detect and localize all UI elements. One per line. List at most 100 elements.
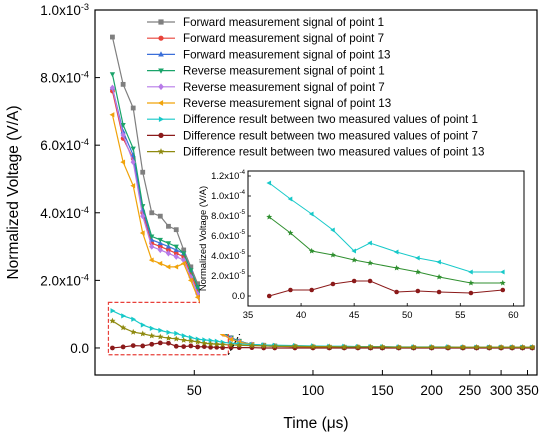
data-point [139,330,146,337]
y-axis-title: Normalized Voltage (V/A) [5,105,22,279]
data-point [120,344,126,350]
data-point [130,158,136,166]
inset-data-point [309,287,314,293]
data-point [130,328,137,335]
data-point [157,213,163,219]
data-point [208,344,214,350]
data-point [149,234,155,240]
data-point [187,337,194,344]
inset-y-tick-label: 6.0x10-5 [211,229,245,241]
data-point [201,339,208,346]
data-point [248,342,255,349]
legend: Forward measurement signal of point 1 For… [147,16,484,159]
data-point [109,72,116,78]
data-point [291,343,299,349]
data-point [173,335,180,342]
data-point [149,341,155,347]
data-point [187,277,193,284]
inset-data-point [499,279,506,286]
data-point [379,343,386,350]
data-point [173,247,179,252]
inset-data-point [351,256,358,263]
legend-entry-4: Reverse measurement signal of point 1 [147,65,385,78]
data-point [157,333,164,340]
data-point [109,112,115,118]
data-point [165,241,172,247]
inset-data-point [308,247,315,254]
legend-marker [158,116,165,123]
data-point [181,344,187,350]
legend-label: Difference result between two measured v… [183,113,478,126]
data-point [165,334,172,341]
legend-marker [158,35,164,41]
inset-data-point [500,287,506,293]
inset-data-point [330,281,336,287]
data-point [207,340,214,347]
inset-data-point [330,227,335,233]
inset-data-point [415,288,421,294]
x-tick-label: 100 [302,383,325,398]
data-point [120,122,126,128]
data-point [110,34,115,40]
inset-y-tick-label: 8.0x10-5 [211,209,245,221]
inset-frame [247,170,525,307]
legend-marker [158,83,164,91]
data-point [140,322,146,328]
data-point [148,332,155,339]
data-point [139,230,145,236]
data-point [166,247,171,253]
inset-data-point [308,211,314,217]
data-point [165,243,172,249]
data-point [140,169,146,175]
inset-y-axis-title: Normalized Voltage (V/A) [197,186,208,291]
data-point [395,344,402,350]
inset-y-tick-label: 1.0x10-4 [211,189,245,201]
data-point [121,313,127,319]
data-point [214,338,220,344]
data-point [428,344,435,350]
x-tick-label: 150 [371,383,394,398]
data-point [367,343,374,350]
data-point [109,84,116,91]
data-point [166,329,172,336]
data-point [181,333,187,339]
data-point [120,131,126,139]
data-point [173,244,179,250]
y-tick-label: 2.0x10-4 [40,272,89,288]
data-point [140,213,146,220]
inset-data-point [468,290,474,296]
legend-label: Reverse measurement signal of point 13 [183,97,391,110]
legend-entry-1: Forward measurement signal of point 1 [147,16,384,29]
legend-entry-5: Reverse measurement signal of point 7 [147,81,385,94]
series-9 [109,317,536,350]
data-point [341,343,348,350]
legend-label: Difference result between two measured v… [183,129,478,142]
inset-data-point [266,293,272,299]
data-point [130,343,136,348]
inset-x-tick-label: 50 [402,309,412,320]
data-point [130,105,136,111]
data-point [195,285,201,291]
data-point [149,325,155,332]
data-point [228,336,234,343]
inset-x-tick-label: 45 [349,309,359,320]
inset-data-point [351,248,356,254]
inset-data-point [415,255,420,261]
legend-label: Difference result between two measured v… [183,146,484,159]
data-point [195,281,201,287]
data-point [509,344,516,350]
inset-y-tick-label: 4.0x10-5 [211,249,245,261]
data-point [157,244,163,249]
legend-marker [158,132,164,138]
data-point [180,260,186,267]
inset-data-point [500,269,505,275]
data-point [173,264,179,270]
legend-label: Reverse measurement signal of point 7 [183,81,385,94]
data-point [120,81,126,87]
data-point [165,264,171,270]
data-point [157,237,163,243]
legend-entry-3: Forward measurement signal of point 13 [147,48,391,61]
data-point [410,344,417,350]
data-point [148,257,154,263]
